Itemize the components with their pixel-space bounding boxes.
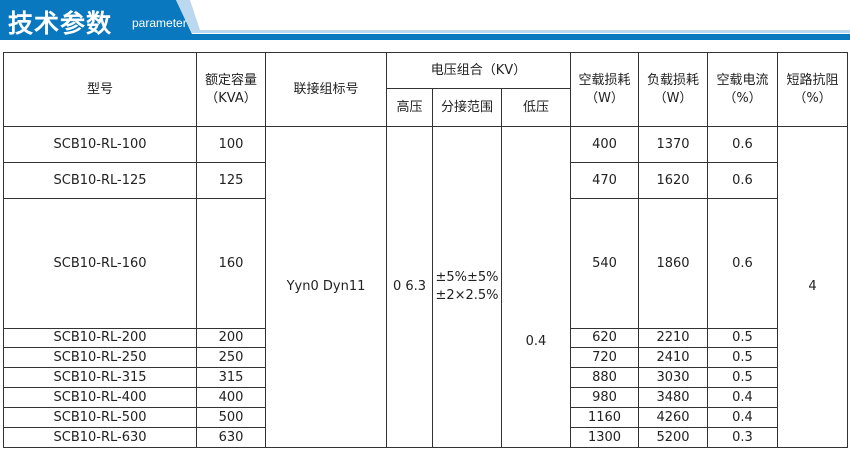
table-row: SCB10-RL-200 200 0.4 620 2210 0.5 bbox=[3, 328, 848, 448]
load-loss-cell: 2410 bbox=[638, 347, 708, 368]
noload-loss-cell: 620 bbox=[570, 328, 639, 348]
model-cell: SCB10-RL-200 bbox=[3, 328, 197, 348]
noload-current-cell: 0.5 bbox=[707, 328, 778, 348]
noload-loss-cell: 720 bbox=[570, 347, 639, 368]
col-noload-loss: 空载损耗 （W） bbox=[570, 52, 639, 127]
model-cell: SCB10-RL-250 bbox=[3, 347, 197, 368]
capacity-cell: 315 bbox=[196, 367, 266, 388]
capacity-cell: 125 bbox=[196, 162, 266, 199]
table-row: SCB10-RL-630 630 1300 5200 0.3 bbox=[3, 427, 848, 448]
model-cell: SCB10-RL-500 bbox=[3, 407, 197, 428]
model-cell: SCB10-RL-630 bbox=[3, 427, 197, 448]
col-impedance: 短路抗阻 （%） bbox=[777, 52, 848, 127]
load-loss-cell: 5200 bbox=[638, 427, 708, 448]
load-loss-cell: 1860 bbox=[638, 198, 708, 329]
noload-current-cell: 0.6 bbox=[707, 198, 778, 329]
noload-loss-cell: 880 bbox=[570, 367, 639, 388]
capacity-cell: 160 bbox=[196, 198, 266, 329]
table-row: SCB10-RL-400 400 980 3480 0.4 bbox=[3, 387, 848, 408]
noload-current-cell: 0.6 bbox=[707, 126, 778, 163]
col-model: 型号 bbox=[3, 52, 197, 127]
load-loss-cell: 3030 bbox=[638, 367, 708, 388]
tap-cell: ±5%±5% ±2×2.5% bbox=[432, 126, 502, 448]
noload-loss-cell: 1300 bbox=[570, 427, 639, 448]
table-row: SCB10-RL-125 125 470 1620 0.6 bbox=[3, 162, 848, 199]
model-cell: SCB10-RL-315 bbox=[3, 367, 197, 388]
col-lv: 低压 bbox=[501, 88, 571, 127]
noload-current-cell: 0.6 bbox=[707, 162, 778, 199]
table-row: SCB10-RL-250 250 720 2410 0.5 bbox=[3, 347, 848, 368]
lv-cell-upper bbox=[501, 126, 571, 329]
hv-cell: 0 6.3 bbox=[386, 126, 433, 448]
load-loss-cell: 4260 bbox=[638, 407, 708, 428]
noload-loss-cell: 980 bbox=[570, 387, 639, 408]
impedance-cell: 4 bbox=[777, 126, 848, 448]
col-hv: 高压 bbox=[386, 88, 433, 127]
table-row: SCB10-RL-160 160 540 1860 0.6 bbox=[3, 198, 848, 329]
capacity-cell: 500 bbox=[196, 407, 266, 428]
col-group: 联接组标号 bbox=[265, 52, 387, 127]
capacity-cell: 630 bbox=[196, 427, 266, 448]
load-loss-cell: 1370 bbox=[638, 126, 708, 163]
noload-current-cell: 0.4 bbox=[707, 387, 778, 408]
col-load-loss: 负载损耗 （W） bbox=[638, 52, 708, 127]
col-noload-current: 空载电流 （%） bbox=[707, 52, 778, 127]
parameter-table: 型号 额定容量 （KVA） 联接组标号 电压组合（KV） 空载损耗 （W） 负载损耗… bbox=[3, 52, 848, 448]
table-row: SCB10-RL-100 100 Yyn0 Dyn11 0 6.3 ±5%±5% ±2×2… bbox=[3, 126, 848, 448]
load-loss-cell: 1620 bbox=[638, 162, 708, 199]
header-banner bbox=[0, 0, 850, 40]
col-voltage: 电压组合（KV） bbox=[386, 52, 571, 89]
capacity-cell: 250 bbox=[196, 347, 266, 368]
col-tap: 分接范围 bbox=[432, 88, 502, 127]
capacity-cell: 400 bbox=[196, 387, 266, 408]
noload-loss-cell: 540 bbox=[570, 198, 639, 329]
noload-loss-cell: 1160 bbox=[570, 407, 639, 428]
lv-cell: 0.4 bbox=[501, 328, 571, 448]
section-subtitle: parameter bbox=[132, 16, 187, 30]
model-cell: SCB10-RL-100 bbox=[3, 126, 197, 163]
col-capacity: 额定容量 （KVA） bbox=[196, 52, 266, 127]
load-loss-cell: 2210 bbox=[638, 328, 708, 348]
section-title: 技术参数 bbox=[8, 9, 113, 38]
noload-loss-cell: 400 bbox=[570, 126, 639, 163]
load-loss-cell: 3480 bbox=[638, 387, 708, 408]
model-cell: SCB10-RL-400 bbox=[3, 387, 197, 408]
table-row: SCB10-RL-500 500 1160 4260 0.4 bbox=[3, 407, 848, 428]
model-cell: SCB10-RL-160 bbox=[3, 198, 197, 329]
noload-current-cell: 0.5 bbox=[707, 347, 778, 368]
capacity-cell: 200 bbox=[196, 328, 266, 348]
capacity-cell: 100 bbox=[196, 126, 266, 163]
group-cell: Yyn0 Dyn11 bbox=[265, 126, 387, 448]
noload-current-cell: 0.3 bbox=[707, 427, 778, 448]
noload-current-cell: 0.4 bbox=[707, 407, 778, 428]
noload-current-cell: 0.5 bbox=[707, 367, 778, 388]
model-cell: SCB10-RL-125 bbox=[3, 162, 197, 199]
noload-loss-cell: 470 bbox=[570, 162, 639, 199]
